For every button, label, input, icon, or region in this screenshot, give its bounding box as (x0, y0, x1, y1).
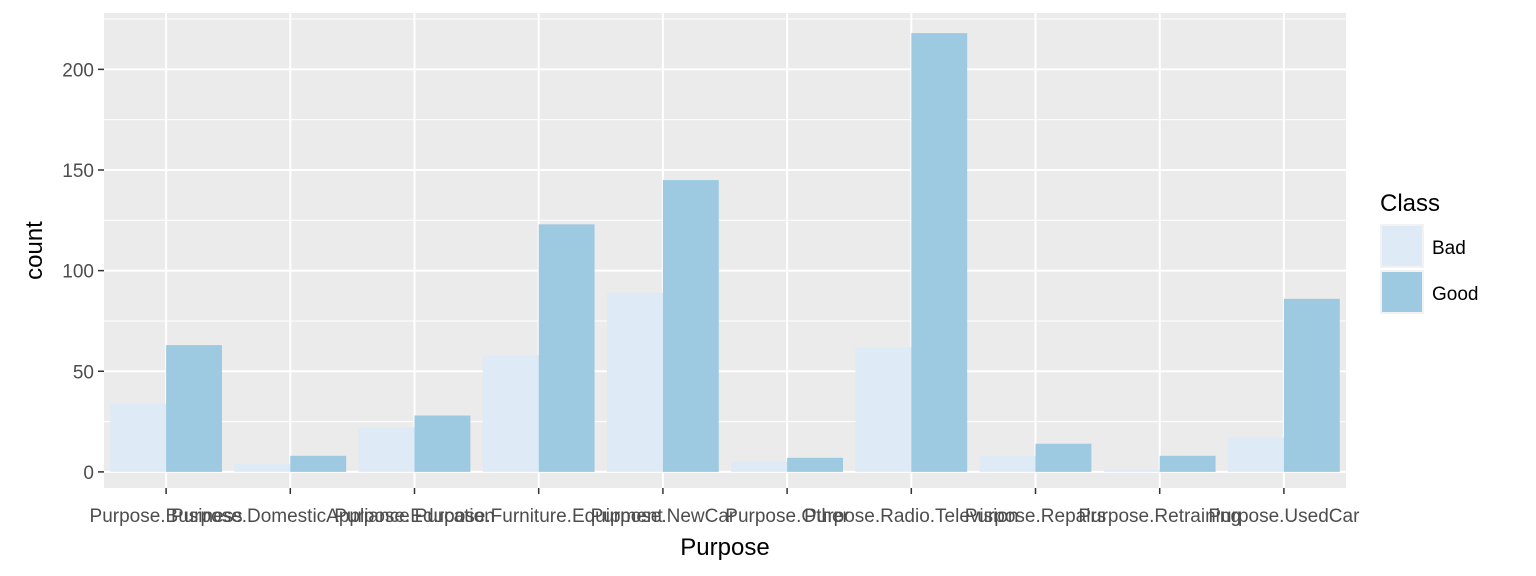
legend: Class Bad Good (1380, 190, 1478, 314)
bar-good-7 (1035, 443, 1092, 472)
plot-panel (104, 13, 1346, 488)
x-axis-title: Purpose (680, 534, 769, 561)
bar-good-1 (290, 455, 347, 472)
bar-good-8 (1159, 455, 1216, 472)
bar-bad-6 (855, 347, 912, 472)
bar-good-9 (1283, 298, 1340, 472)
legend-label-bad: Bad (1432, 238, 1466, 259)
bar-good-4 (662, 180, 719, 472)
x-axis: Purpose.BusinessPurpose.DomesticApplianc… (90, 488, 1360, 527)
bars (110, 33, 1340, 472)
bar-bad-5 (731, 461, 788, 472)
legend-swatch-good (1382, 272, 1422, 312)
bar-bad-8 (1103, 469, 1160, 472)
legend-swatch-bad (1382, 226, 1422, 266)
legend-label-good: Good (1432, 284, 1478, 305)
y-tick-label: 200 (62, 60, 94, 81)
y-tick-label: 100 (62, 262, 94, 283)
y-tick-label: 0 (83, 463, 94, 484)
x-tick-label: Purpose.Repairs (965, 506, 1107, 527)
bar-bad-9 (1228, 437, 1284, 472)
x-tick-label: Purpose.NewCar (591, 506, 736, 527)
x-tick-label: Purpose.Radio.Television (804, 506, 1018, 527)
bar-bad-4 (607, 292, 663, 472)
bar-bad-1 (234, 463, 291, 472)
x-tick-label: Purpose.DomesticAppliance (171, 506, 410, 527)
x-tick-label: Purpose.Furniture.Equipment (415, 506, 664, 527)
bar-good-3 (538, 224, 595, 472)
minor-gridlines (104, 18, 1346, 423)
y-tick-label: 150 (62, 161, 94, 182)
x-tick-label: Purpose.Education (334, 506, 495, 527)
bar-bad-7 (979, 455, 1036, 472)
x-tick-label: Purpose.Retraining (1078, 506, 1241, 527)
y-axis-title: count (21, 221, 48, 280)
y-tick-label: 50 (73, 362, 94, 383)
x-tick-label: Purpose.Other (725, 506, 849, 527)
bar-bad-3 (482, 355, 539, 472)
bar-good-5 (787, 457, 843, 472)
y-axis: 0 50 100 150 200 (62, 60, 104, 484)
bar-bad-2 (358, 427, 415, 472)
bar-good-6 (911, 33, 968, 472)
bar-bad-0 (110, 403, 167, 472)
x-tick-label: Purpose.Business (90, 506, 243, 527)
bar-good-2 (414, 415, 471, 472)
legend-title: Class (1380, 190, 1440, 217)
x-tick-label: Purpose.UsedCar (1208, 506, 1360, 527)
bar-good-0 (166, 345, 222, 472)
